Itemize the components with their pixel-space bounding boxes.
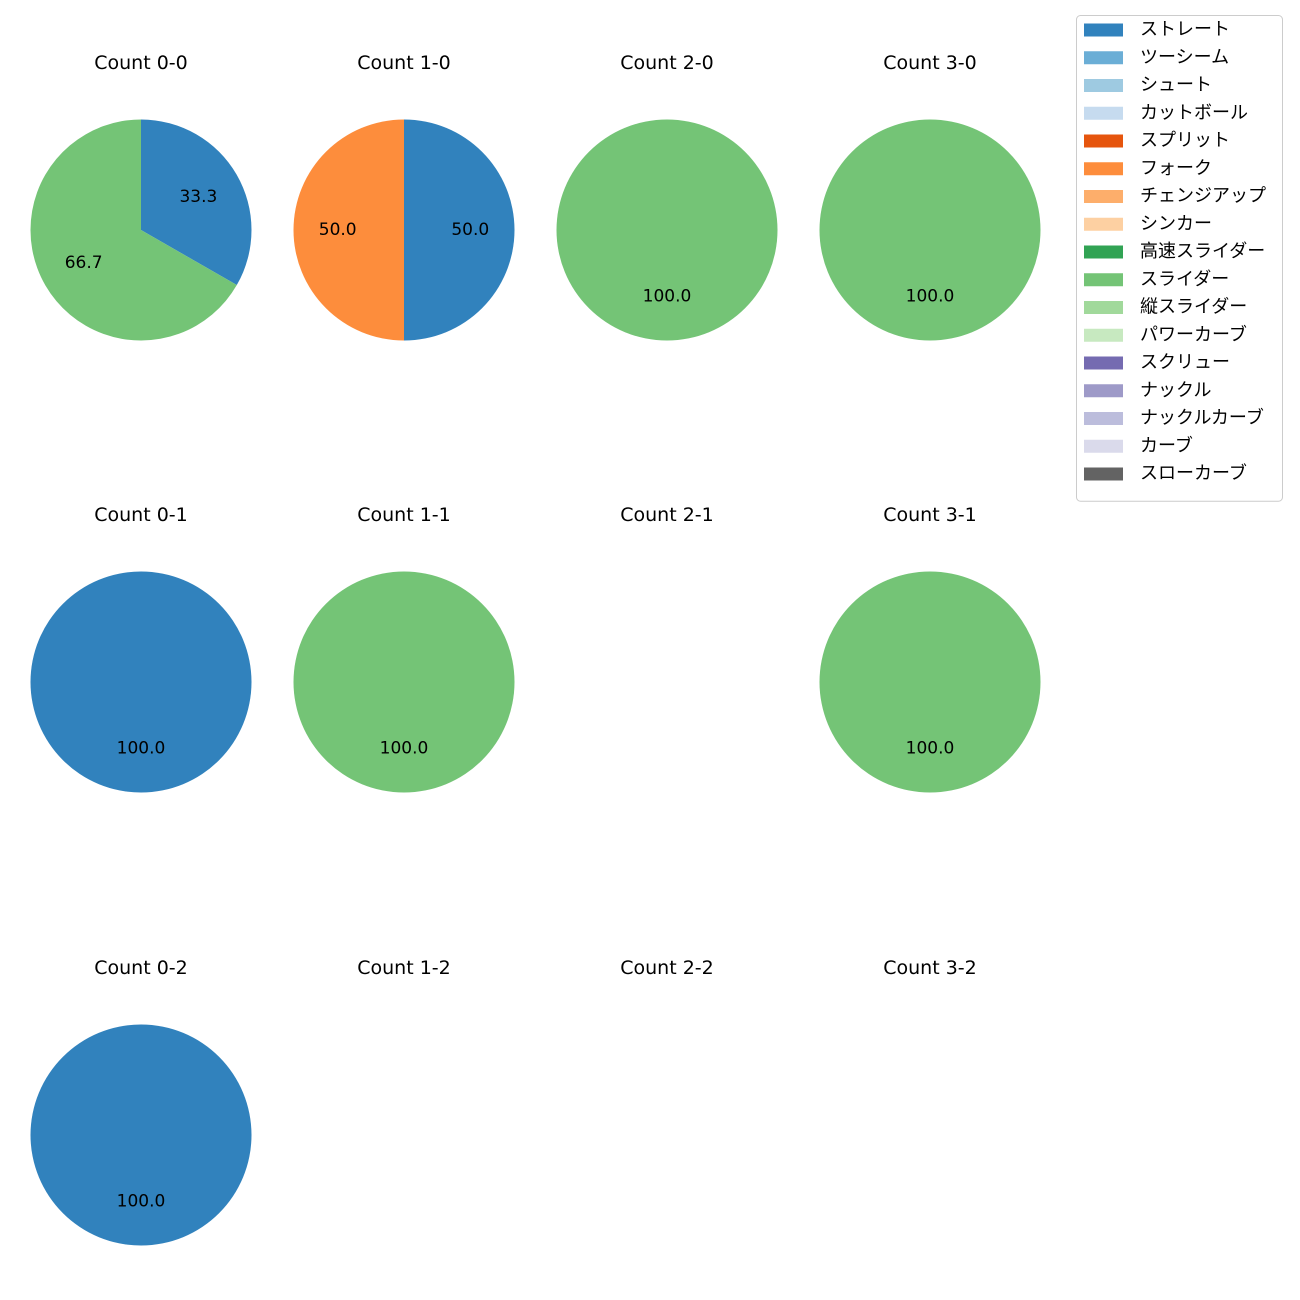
pie-count-2-2: Count 2-2 [620,957,714,979]
chart-title: Count 1-0 [357,52,451,74]
legend-swatch [1084,273,1123,287]
pie-slice [293,119,404,341]
legend-swatch [1084,439,1123,453]
pie-count-0-1: Count 0-1 100.0 [30,504,252,793]
pie-slice [404,119,515,341]
pie-count-1-0: Count 1-0 50.0 50.0 [293,52,515,341]
legend-swatch [1084,384,1123,398]
pie-slice [819,571,1041,793]
legend-swatch [1084,245,1123,259]
legend-swatch [1084,23,1123,37]
chart-title: Count 0-1 [94,504,188,526]
legend-swatch [1084,106,1123,120]
slice-label: 100.0 [117,738,166,758]
pie-count-3-1: Count 3-1 100.0 [819,504,1041,793]
pie-slice [556,119,778,341]
pie-count-3-0: Count 3-0 100.0 [819,52,1041,341]
chart-title: Count 2-0 [620,52,714,74]
slice-label: 100.0 [117,1191,166,1211]
slice-label: 50.0 [451,220,489,240]
legend-swatch [1084,162,1123,176]
legend-item: パワーカーブ [1084,323,1247,345]
legend-label: ナックル [1140,380,1211,401]
pie-slice [30,1024,252,1246]
legend-frame [1076,15,1283,502]
legend-item: シュート [1084,75,1212,96]
legend-swatch [1084,328,1123,342]
legend-label: シンカー [1140,213,1212,234]
legend-item: スローカーブ [1084,462,1247,484]
legend-swatch [1084,467,1123,481]
legend-item: ナックル [1084,380,1211,401]
slice-label: 100.0 [380,738,429,758]
legend-swatch [1084,190,1123,203]
legend-label: スプリット [1140,130,1230,151]
pie-count-2-0: Count 2-0 100.0 [556,52,778,341]
legend-item: シンカー [1084,213,1212,234]
legend-item: カーブ [1084,434,1193,456]
chart-title: Count 0-0 [94,52,188,74]
legend-item: スライダー [1084,269,1229,290]
slice-label: 66.7 [65,253,103,273]
slice-label: 33.3 [179,187,217,207]
pie-slice [141,119,252,286]
legend-swatch [1084,51,1123,65]
legend-item: ストレート [1084,19,1230,40]
chart-title: Count 2-1 [620,504,714,526]
legend-item: フォーク [1084,158,1212,179]
legend-label: フォーク [1140,158,1212,179]
pie-count-3-2: Count 3-2 [883,957,977,979]
legend-swatch [1084,412,1123,425]
chart-title: Count 1-2 [357,957,451,979]
legend-item: 縦スライダー [1084,297,1247,318]
legend-label: チェンジアップ [1140,186,1266,207]
legend-label: ツーシーム [1140,47,1229,68]
legend-label: シュート [1140,75,1212,96]
legend-label: カットボール [1140,102,1248,123]
pie-slice [30,119,237,341]
chart-title: Count 2-2 [620,957,714,979]
legend-swatch [1084,217,1123,231]
pie-count-0-2: Count 0-2 100.0 [30,957,252,1246]
chart-title: Count 0-2 [94,957,188,979]
legend-item: 高速スライダー [1084,241,1265,262]
slice-label: 100.0 [906,286,955,306]
pie-count-1-2: Count 1-2 [357,957,451,979]
legend-swatch [1084,79,1123,92]
pie-slice [819,119,1041,341]
slice-label: 100.0 [643,286,692,306]
pie-count-1-1: Count 1-1 100.0 [293,504,515,793]
slice-label: 50.0 [319,220,357,240]
chart-title: Count 1-1 [357,504,451,526]
legend-item: ツーシーム [1084,47,1229,68]
chart-title: Count 3-2 [883,957,977,979]
legend-item: チェンジアップ [1084,186,1266,207]
pie-slice [293,571,515,793]
chart-title: Count 3-1 [883,504,977,526]
legend: ストレートツーシームシュートカットボールスプリットフォークチェンジアップシンカー… [1076,15,1283,502]
legend-item: カットボール [1084,102,1248,123]
legend-item: スプリット [1084,130,1230,151]
pie-count-0-0: Count 0-0 33.3 66.7 [30,52,252,341]
legend-label: スローカーブ [1140,462,1247,484]
legend-swatch [1084,356,1123,370]
legend-label: 高速スライダー [1140,241,1265,262]
slice-label: 100.0 [906,738,955,758]
legend-label: スクリュー [1140,352,1230,373]
legend-label: ストレート [1140,19,1230,40]
legend-swatch [1084,301,1123,314]
legend-item: スクリュー [1084,352,1230,373]
legend-item: ナックルカーブ [1084,407,1264,429]
legend-label: カーブ [1140,434,1193,456]
pie-slice [30,571,252,793]
legend-label: 縦スライダー [1140,297,1247,318]
legend-label: スライダー [1140,269,1229,290]
legend-label: ナックルカーブ [1140,407,1264,429]
legend-label: パワーカーブ [1140,323,1247,345]
legend-swatch [1084,134,1123,148]
pie-count-2-1: Count 2-1 [620,504,714,526]
chart-title: Count 3-0 [883,52,977,74]
